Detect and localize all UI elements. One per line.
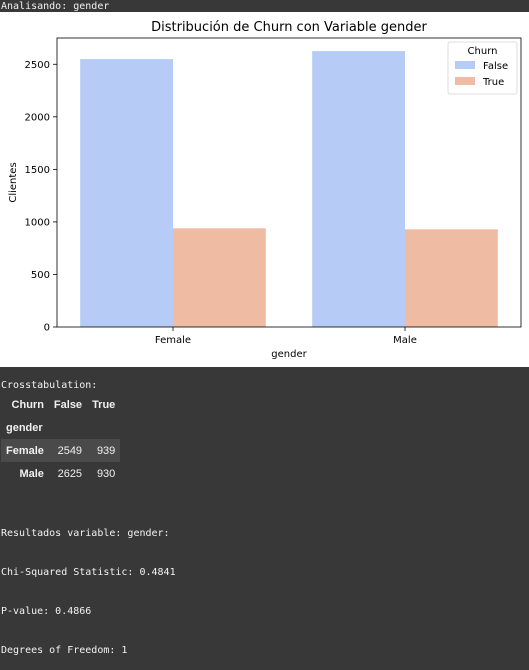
degrees-of-freedom: Degrees of Freedom: 1	[1, 645, 128, 656]
x-axis-label: gender	[271, 349, 307, 360]
y-tick-label: 2000	[25, 112, 50, 123]
cell-female-false: 2549	[57, 444, 83, 457]
chi-square-results: Resultados variable: gender: Chi-Squared…	[1, 501, 176, 670]
cell-output-header: Analisando: gender	[1, 1, 110, 12]
legend-swatch-false	[455, 61, 475, 69]
bar-male-true	[405, 229, 498, 327]
chart-title: Distribución de Churn con Variable gende…	[151, 20, 427, 35]
crosstab-index-name: gender	[6, 421, 43, 434]
chi-squared-statistic: Chi-Squared Statistic: 0.4841	[1, 567, 176, 578]
legend-swatch-true	[455, 77, 475, 85]
crosstab-columns-name: Churn	[11, 398, 44, 411]
table-row: Male 2625 930	[1, 462, 120, 485]
crosstab-title: Crosstabulation:	[1, 380, 98, 391]
legend-title: Churn	[468, 46, 498, 57]
y-axis-label: Clientes	[8, 162, 19, 202]
crosstab-index-row: gender	[1, 416, 120, 439]
y-tick-label: 2500	[25, 60, 50, 71]
plot-frame	[56, 37, 522, 328]
bar-male-false	[312, 51, 405, 327]
row-label-female: Female	[6, 444, 44, 457]
crosstab-col-true: True	[92, 398, 116, 411]
legend-label-false: False	[483, 61, 508, 72]
crosstab-header-row: Churn False True	[1, 393, 120, 416]
bar-chart: Distribución de Churn con Variable gende…	[8, 20, 522, 360]
cell-male-true: 930	[96, 467, 116, 480]
x-tick-label: Male	[393, 335, 417, 346]
cell-male-false: 2625	[57, 467, 83, 480]
y-tick-label: 500	[31, 270, 50, 281]
y-tick-label: 0	[44, 323, 50, 334]
chart-figure: Distribución de Churn con Variable gende…	[0, 12, 529, 367]
row-label-male: Male	[19, 467, 44, 480]
bar-female-false	[80, 59, 173, 327]
crosstab-table: Churn False True gender Female 2549 939 …	[1, 393, 121, 485]
results-heading: Resultados variable: gender:	[1, 528, 170, 539]
p-value: P-value: 0.4866	[1, 606, 92, 617]
y-tick-label: 1000	[25, 217, 50, 228]
legend-label-true: True	[482, 77, 504, 88]
bar-female-true	[173, 228, 266, 327]
x-tick-label: Female	[155, 335, 191, 346]
crosstab-col-false: False	[53, 398, 83, 411]
table-row: Female 2549 939	[1, 439, 121, 462]
cell-female-true: 939	[96, 444, 116, 457]
y-tick-label: 1500	[25, 165, 50, 176]
